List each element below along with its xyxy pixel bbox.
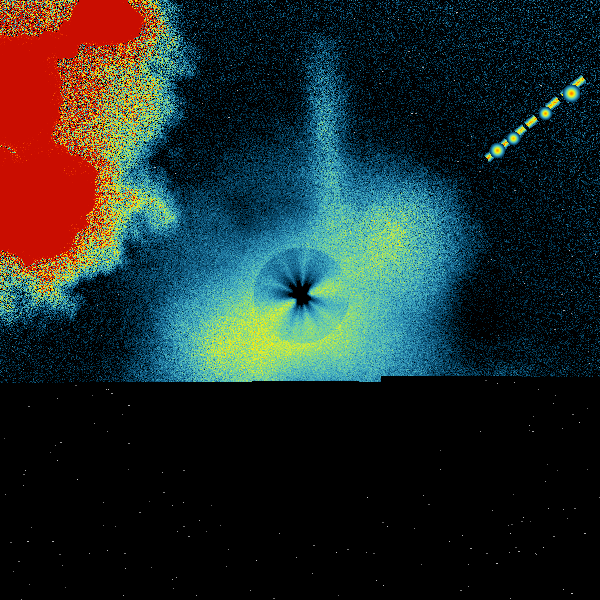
false-color-intensity-map xyxy=(0,0,600,600)
image-viewport: False-color intensity map xyxy=(0,0,600,600)
